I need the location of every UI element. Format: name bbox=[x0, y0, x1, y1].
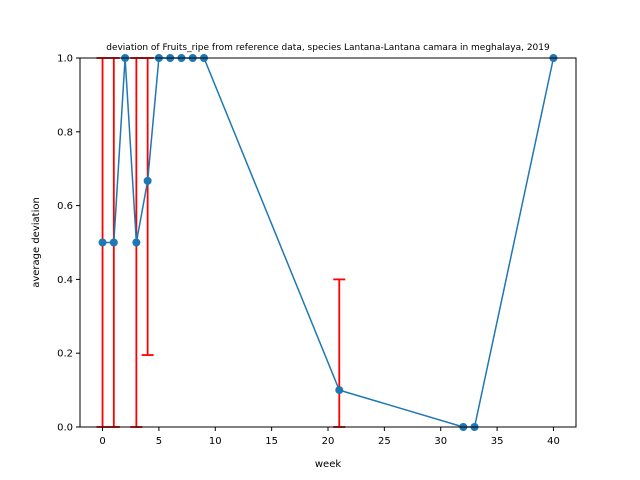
x-tick-label: 25 bbox=[378, 436, 391, 447]
y-tick-label: 0.4 bbox=[57, 275, 73, 286]
y-axis: 0.0 0.2 0.4 0.6 0.8 1.0 bbox=[57, 54, 80, 434]
data-point bbox=[109, 238, 118, 247]
data-point bbox=[132, 238, 141, 247]
y-tick-label: 0.6 bbox=[57, 201, 73, 212]
y-axis-label: average deviation bbox=[31, 197, 42, 288]
x-tick-label: 20 bbox=[322, 436, 335, 447]
x-tick-label: 0 bbox=[99, 436, 105, 447]
x-tick-label: 10 bbox=[209, 436, 222, 447]
y-tick-label: 0.8 bbox=[57, 127, 73, 138]
chart-title: deviation of Fruits_ripe from reference … bbox=[106, 43, 550, 53]
y-tick-label: 0.0 bbox=[57, 423, 73, 434]
x-tick-label: 30 bbox=[434, 436, 447, 447]
data-point bbox=[335, 386, 344, 395]
x-tick-label: 15 bbox=[265, 436, 278, 447]
series-line bbox=[102, 57, 555, 428]
y-tick-label: 1.0 bbox=[57, 54, 73, 65]
x-axis: 0 5 10 15 20 25 30 35 40 bbox=[99, 427, 560, 447]
x-tick-label: 40 bbox=[547, 436, 560, 447]
data-point bbox=[98, 238, 107, 247]
x-axis-label: week bbox=[315, 459, 341, 470]
x-tick-label: 5 bbox=[156, 436, 162, 447]
y-tick-label: 0.2 bbox=[57, 349, 73, 360]
data-point bbox=[143, 176, 152, 185]
data-series bbox=[98, 54, 558, 431]
x-tick-label: 35 bbox=[491, 436, 504, 447]
